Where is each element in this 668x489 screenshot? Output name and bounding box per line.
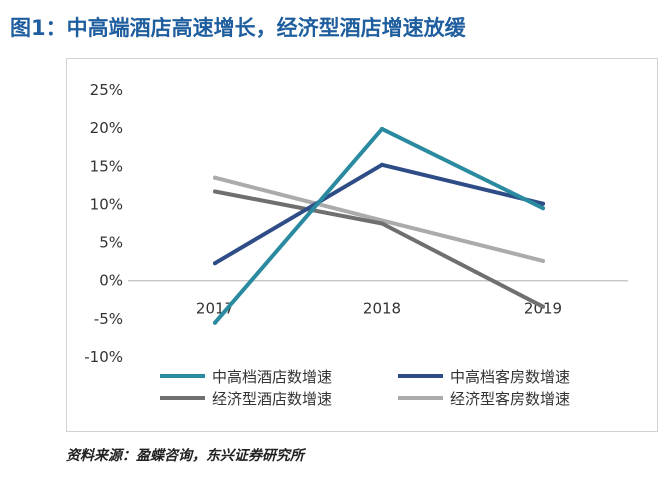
legend-label: 经济型酒店数增速: [212, 390, 332, 408]
data-point: [380, 162, 384, 167]
legend-label: 中高档客房数增速: [450, 368, 570, 386]
y-tick-label: 20%: [90, 119, 123, 137]
x-tick-label: 2019: [524, 300, 562, 318]
series-line-1: [213, 126, 545, 325]
data-point: [213, 189, 217, 194]
y-tick-label: 5%: [99, 234, 123, 252]
y-tick-label: 10%: [90, 195, 123, 213]
chart-panel: [66, 58, 658, 432]
data-point: [213, 261, 217, 266]
data-point: [541, 201, 545, 206]
y-tick-label: 0%: [99, 272, 123, 290]
y-tick-label: 25%: [90, 81, 123, 99]
data-point: [541, 304, 545, 309]
x-axis-ticks: 2017 2018 2019: [196, 300, 562, 318]
x-tick-label: 2018: [363, 300, 401, 318]
y-tick-label: 15%: [90, 157, 123, 175]
y-tick-label: -10%: [84, 348, 123, 366]
data-point: [541, 258, 545, 263]
data-point: [380, 126, 384, 131]
legend-label: 中高档酒店数增速: [212, 368, 332, 386]
legend-label: 经济型客房数增速: [450, 390, 570, 408]
source-note: 资料来源：盈蝶咨询，东兴证券研究所: [66, 448, 304, 464]
legend-item: 中高档酒店数增速: [160, 368, 332, 386]
y-tick-label: -5%: [94, 310, 123, 328]
data-point: [380, 221, 384, 226]
legend-item: 经济型客房数增速: [398, 390, 570, 408]
y-axis-ticks: 25% 20% 15% 10% 5% 0% -5% -10%: [84, 81, 123, 366]
data-point: [213, 320, 217, 325]
data-point: [541, 206, 545, 211]
legend-item: 中高档客房数增速: [398, 368, 570, 386]
figure-title: 图1：中高端酒店高速增长，经济型酒店增速放缓: [10, 16, 466, 40]
series-lines: [213, 126, 545, 325]
legend-item: 经济型酒店数增速: [160, 390, 332, 408]
data-point: [213, 175, 217, 180]
